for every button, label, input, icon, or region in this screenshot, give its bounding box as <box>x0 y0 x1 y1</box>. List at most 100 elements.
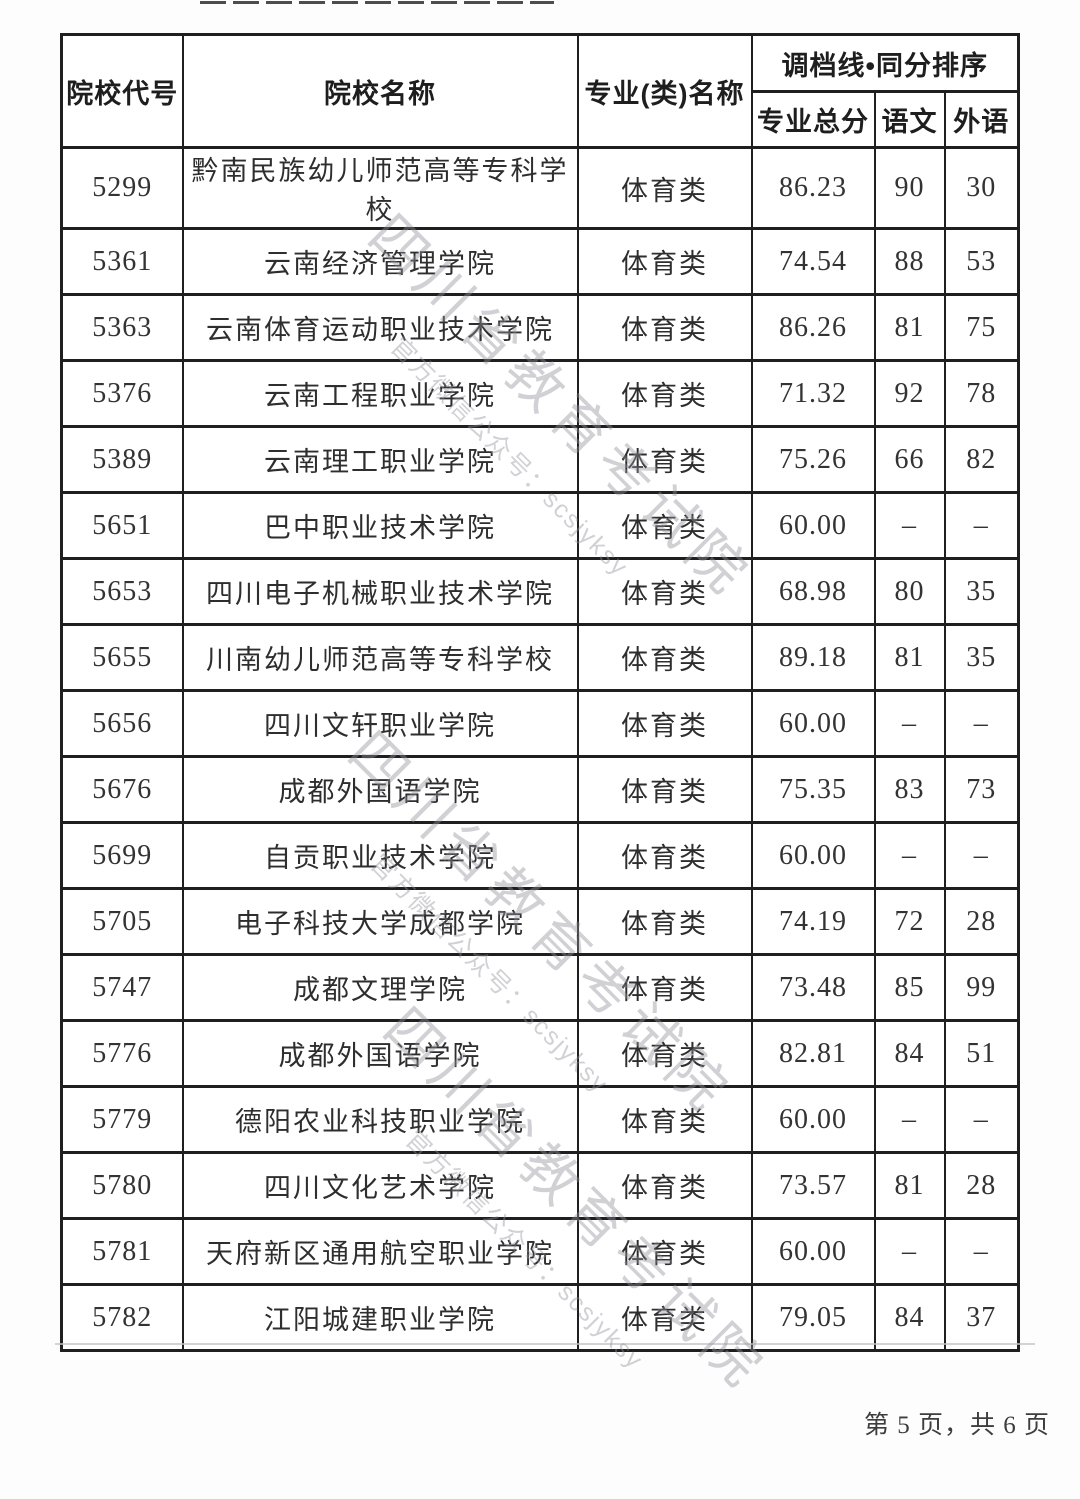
cell-chinese-score: 66 <box>873 425 946 494</box>
cell-major-total: 79.05 <box>750 1283 876 1352</box>
cell-college-name: 电子科技大学成都学院 <box>181 887 579 956</box>
cell-chinese-score: – <box>873 689 946 758</box>
cell-chinese-score: 81 <box>873 293 946 362</box>
cell-foreign-score: 75 <box>943 293 1020 362</box>
table-row: 5782 江阳城建职业学院 体育类 79.05 84 37 <box>60 1283 1020 1352</box>
cell-major-total: 74.54 <box>750 227 876 296</box>
cell-major-name: 体育类 <box>576 623 753 692</box>
cell-major-name: 体育类 <box>576 821 753 890</box>
table-row: 5656 四川文轩职业学院 体育类 60.00– – <box>60 689 1020 758</box>
cell-college-code: 5782 <box>60 1283 184 1352</box>
cell-major-total: 82.81 <box>750 1019 876 1088</box>
cell-college-name: 川南幼儿师范高等专科学校 <box>181 623 579 692</box>
header-college-code: 院校代号 <box>60 33 184 149</box>
header-row-2: 专业总分 语文 外语 <box>62 90 1020 149</box>
cell-chinese-score: 85 <box>873 953 946 1022</box>
cell-major-total: 75.26 <box>750 425 876 494</box>
header-major-total-score: 专业总分 <box>750 90 876 149</box>
cell-foreign-score: 28 <box>943 1151 1020 1220</box>
cell-major-name: 体育类 <box>576 1217 753 1286</box>
cell-foreign-score: – <box>943 689 1020 758</box>
cell-college-code: 5655 <box>60 623 184 692</box>
cell-college-name: 云南理工职业学院 <box>181 425 579 494</box>
cell-foreign-score: 28 <box>943 887 1020 956</box>
cell-college-code: 5747 <box>60 953 184 1022</box>
cell-college-name: 巴中职业技术学院 <box>181 491 579 560</box>
admission-score-table: 院校代号 院校名称 专业(类)名称 调档线•同分排序 专业总分 语文 外语 52… <box>60 33 1021 1352</box>
cell-college-code: 5299 <box>60 146 184 230</box>
cell-college-name: 四川文化艺术学院 <box>181 1151 579 1220</box>
cell-college-code: 5656 <box>60 689 184 758</box>
table-header: 院校代号 院校名称 专业(类)名称 调档线•同分排序 专业总分 语文 外语 <box>60 33 1020 149</box>
cell-college-name: 云南工程职业学院 <box>181 359 579 428</box>
cell-chinese-score: 80 <box>873 557 946 626</box>
cell-college-code: 5779 <box>60 1085 184 1154</box>
cell-major-name: 体育类 <box>576 1283 753 1352</box>
cell-major-total: 60.00 <box>750 821 876 890</box>
cell-major-name: 体育类 <box>576 755 753 824</box>
cell-major-name: 体育类 <box>576 1151 753 1220</box>
cell-foreign-score: 99 <box>943 953 1020 1022</box>
cell-college-code: 5781 <box>60 1217 184 1286</box>
cell-college-name: 云南体育运动职业技术学院 <box>181 293 579 362</box>
cell-college-name: 四川文轩职业学院 <box>181 689 579 758</box>
header-chinese-score: 语文 <box>873 90 946 149</box>
cell-foreign-score: 53 <box>943 227 1020 296</box>
cell-major-name: 体育类 <box>576 146 753 230</box>
cell-college-code: 5376 <box>60 359 184 428</box>
cell-college-code: 5361 <box>60 227 184 296</box>
header-cutoff-sort-group: 调档线•同分排序 <box>750 33 1020 93</box>
cell-major-total: 60.00 <box>750 689 876 758</box>
table-row: 5299 黔南民族幼儿师范高等专科学校 体育类 86.23 90 30 <box>60 146 1020 230</box>
table-row: 5653 四川电子机械职业技术学院 体育类 68.98 80 35 <box>60 557 1020 626</box>
cell-chinese-score: 92 <box>873 359 946 428</box>
cell-chinese-score: – <box>873 1085 946 1154</box>
table-bottom-shadow <box>55 1343 1035 1345</box>
cell-college-code: 5705 <box>60 887 184 956</box>
cell-foreign-score: 37 <box>943 1283 1020 1352</box>
cell-major-total: 60.00 <box>750 1085 876 1154</box>
cell-foreign-score: 51 <box>943 1019 1020 1088</box>
cell-college-code: 5651 <box>60 491 184 560</box>
cell-college-name: 德阳农业科技职业学院 <box>181 1085 579 1154</box>
header-row-1: 院校代号 院校名称 专业(类)名称 调档线•同分排序 <box>60 33 1020 149</box>
cell-major-name: 体育类 <box>576 293 753 362</box>
cell-foreign-score: 82 <box>943 425 1020 494</box>
cell-major-total: 86.23 <box>750 146 876 230</box>
cell-foreign-score: – <box>943 821 1020 890</box>
cell-major-total: 75.35 <box>750 755 876 824</box>
cell-chinese-score: – <box>873 821 946 890</box>
table-row: 5780 四川文化艺术学院 体育类 73.57 81 28 <box>60 1151 1020 1220</box>
cell-major-total: 60.00 <box>750 1217 876 1286</box>
cell-foreign-score: – <box>943 1085 1020 1154</box>
cell-major-name: 体育类 <box>576 359 753 428</box>
cell-foreign-score: 35 <box>943 557 1020 626</box>
cell-major-name: 体育类 <box>576 227 753 296</box>
cell-college-name: 自贡职业技术学院 <box>181 821 579 890</box>
cell-college-name: 云南经济管理学院 <box>181 227 579 296</box>
cell-college-name: 四川电子机械职业技术学院 <box>181 557 579 626</box>
cell-major-total: 89.18 <box>750 623 876 692</box>
cell-college-code: 5780 <box>60 1151 184 1220</box>
cell-chinese-score: 81 <box>873 1151 946 1220</box>
header-foreign-language-score: 外语 <box>943 90 1020 149</box>
cell-major-total: 71.32 <box>750 359 876 428</box>
table-body: 5299 黔南民族幼儿师范高等专科学校 体育类 86.23 90 30 5361 云南经济管理… <box>60 146 1020 1352</box>
cell-major-total: 73.48 <box>750 953 876 1022</box>
cell-college-code: 5363 <box>60 293 184 362</box>
cell-college-code: 5676 <box>60 755 184 824</box>
cell-college-name: 天府新区通用航空职业学院 <box>181 1217 579 1286</box>
cell-college-name: 江阳城建职业学院 <box>181 1283 579 1352</box>
table-row: 5655 川南幼儿师范高等专科学校 体育类 89.18 81 35 <box>60 623 1020 692</box>
table-row: 5747 成都文理学院 体育类 73.48 85 99 <box>60 953 1020 1022</box>
cell-chinese-score: 81 <box>873 623 946 692</box>
cell-foreign-score: 73 <box>943 755 1020 824</box>
cell-major-name: 体育类 <box>576 1085 753 1154</box>
header-college-name: 院校名称 <box>181 33 579 149</box>
cell-major-name: 体育类 <box>576 557 753 626</box>
cell-chinese-score: – <box>873 491 946 560</box>
cell-college-name: 成都外国语学院 <box>181 1019 579 1088</box>
cell-major-name: 体育类 <box>576 689 753 758</box>
cell-chinese-score: 84 <box>873 1019 946 1088</box>
table-row: 5776 成都外国语学院 体育类 82.81 84 51 <box>60 1019 1020 1088</box>
